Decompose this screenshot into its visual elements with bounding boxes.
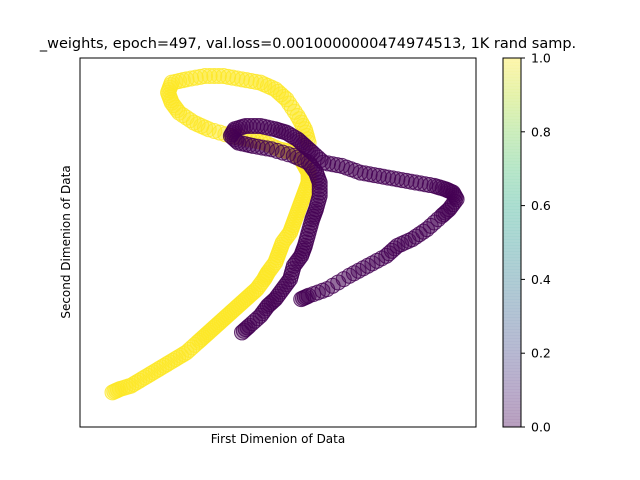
scatter-point bbox=[369, 252, 386, 269]
x-axis-label: First Dimenion of Data bbox=[211, 432, 345, 446]
colorbar-gradient bbox=[503, 58, 521, 427]
colorbar-ticks: 0.0 0.2 0.4 0.6 0.8 1.0 bbox=[521, 51, 551, 435]
scatter-point bbox=[350, 262, 367, 279]
colorbar-stripes bbox=[503, 60, 521, 425]
scatter-point bbox=[269, 142, 286, 159]
colorbar-tick-label: 0.6 bbox=[531, 198, 551, 213]
colorbar-tick-label: 0.2 bbox=[531, 346, 551, 361]
scatter-point bbox=[373, 250, 390, 267]
scatter-point bbox=[201, 68, 218, 84]
scatter-point bbox=[175, 346, 192, 363]
scatter-point bbox=[364, 255, 381, 272]
colorbar-tick-label: 0.4 bbox=[531, 272, 551, 287]
scatter-point bbox=[293, 291, 310, 308]
colorbar-frame bbox=[502, 57, 522, 428]
scatter-points bbox=[104, 68, 465, 401]
scatter-point bbox=[378, 247, 395, 264]
y-axis-label: Second Dimenion of Data bbox=[59, 165, 73, 318]
scatter-point bbox=[206, 68, 223, 84]
scatter-point bbox=[275, 88, 292, 105]
scatter-point bbox=[345, 265, 362, 282]
scatter-point bbox=[355, 260, 372, 277]
colorbar-tick-label: 0.8 bbox=[531, 124, 551, 139]
chart-title: _weights, epoch=497, val.loss=0.00100000… bbox=[39, 36, 576, 52]
colorbar: 0.0 0.2 0.4 0.6 0.8 1.0 bbox=[502, 51, 551, 435]
scatter-point bbox=[197, 68, 213, 84]
plot-frame bbox=[79, 57, 477, 428]
scatter-point bbox=[359, 257, 376, 274]
colorbar-tick-label: 1.0 bbox=[531, 51, 551, 66]
colorbar-tick-label: 0.0 bbox=[531, 420, 551, 435]
